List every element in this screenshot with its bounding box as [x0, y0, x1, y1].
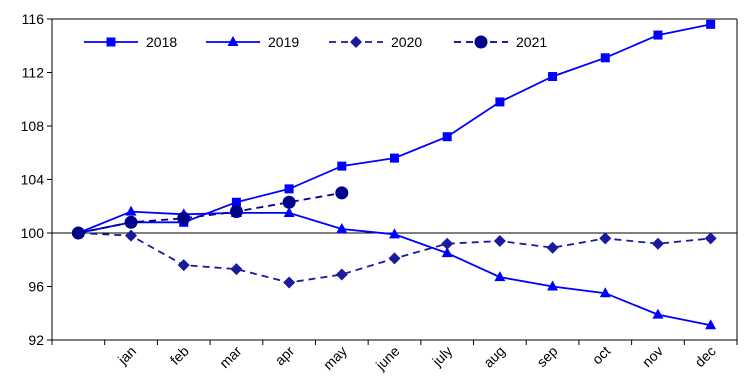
data-point-2019 [283, 206, 295, 217]
data-point-2019 [125, 205, 137, 216]
series-line-2021 [78, 192, 342, 234]
data-point-2018 [337, 161, 347, 171]
data-point-2019 [652, 308, 664, 319]
data-point-2020 [335, 268, 348, 281]
data-point-2020 [177, 259, 190, 272]
series-markers [71, 19, 717, 330]
data-point-2020 [125, 229, 138, 242]
legend-marker-2021 [474, 35, 488, 49]
data-point-2019 [599, 287, 611, 298]
legend: 2018 2019 2020 2021 [84, 34, 547, 50]
x-tick-label: june [372, 343, 403, 374]
axes [47, 18, 738, 345]
x-tick-label: sep [533, 343, 560, 370]
x-tick-label: oct [589, 343, 614, 368]
y-tick-label: 92 [28, 332, 44, 348]
data-point-2020 [441, 237, 454, 250]
data-point-2019 [389, 228, 400, 239]
series-lines [77, 23, 711, 327]
data-point-2021 [229, 205, 243, 219]
x-tick-label: aug [480, 343, 508, 371]
data-point-2019 [705, 319, 717, 330]
data-point-2020 [651, 237, 664, 250]
x-tick-label: nov [639, 343, 666, 370]
tick-labels: 92 96 100 104 108 112 116 jan feb mar apr may june ju… [21, 11, 719, 374]
data-point-2018 [600, 53, 610, 63]
x-tick-label: mar [216, 343, 245, 372]
legend-marker-2018 [106, 37, 116, 47]
data-point-2018 [442, 132, 452, 142]
data-point-2020 [546, 241, 559, 254]
x-tick-label: feb [167, 343, 192, 368]
y-tick-label: 112 [22, 65, 45, 81]
x-tick-label: jan [114, 343, 139, 368]
legend-label-2020: 2020 [391, 34, 422, 50]
data-point-2018 [390, 153, 399, 163]
data-point-2021 [335, 186, 349, 200]
data-point-2020 [388, 252, 401, 265]
data-point-2021 [282, 195, 296, 209]
data-point-2018 [706, 19, 716, 29]
legend-marker-2019 [227, 36, 239, 46]
data-point-2018 [495, 97, 505, 107]
data-point-2019 [336, 222, 348, 233]
legend-label-2018: 2018 [146, 34, 177, 50]
data-point-2018 [653, 30, 663, 40]
data-point-2018 [231, 197, 241, 207]
y-tick-label: 104 [21, 172, 45, 188]
y-tick-label: 108 [21, 118, 45, 134]
y-tick-label: 116 [22, 11, 45, 27]
data-point-2020 [599, 232, 612, 245]
data-point-2021 [71, 226, 85, 240]
data-point-2020 [230, 263, 243, 276]
legend-marker-2020 [350, 36, 362, 48]
data-point-2018 [284, 184, 294, 194]
x-tick-label: july [428, 343, 455, 370]
data-point-2019 [547, 280, 559, 291]
y-tick-label: 96 [28, 279, 44, 295]
y-tick-label: 100 [21, 225, 45, 241]
x-tick-label: apr [272, 343, 298, 369]
data-point-2019 [441, 247, 453, 258]
data-point-2018 [548, 72, 558, 82]
data-point-2019 [494, 271, 506, 282]
data-point-2020 [493, 235, 506, 248]
data-point-2020 [704, 232, 717, 245]
legend-label-2021: 2021 [516, 34, 547, 50]
data-point-2021 [177, 211, 191, 225]
x-tick-label: may [320, 343, 350, 373]
data-point-2020 [283, 276, 296, 289]
x-tick-label: dec [691, 343, 718, 370]
legend-label-2019: 2019 [268, 34, 299, 50]
data-point-2021 [124, 215, 138, 229]
series-line-2018 [78, 23, 711, 234]
